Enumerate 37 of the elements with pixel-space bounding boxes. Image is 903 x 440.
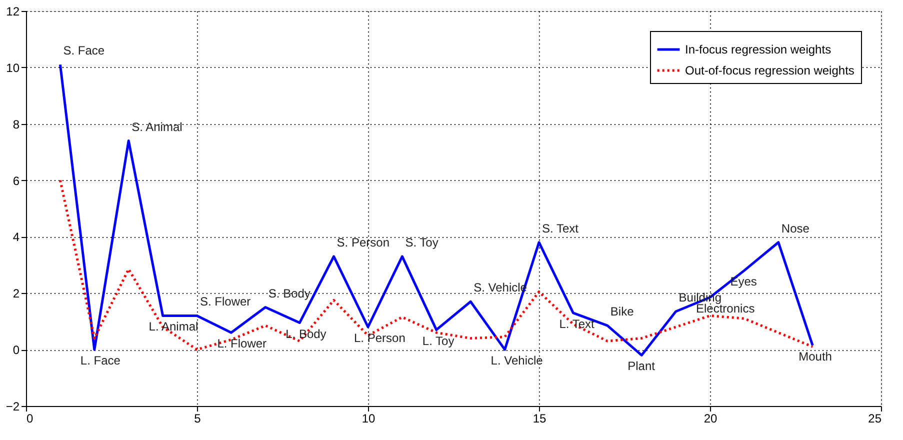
y-tick-label: 12 — [6, 4, 20, 18]
annotation: S. Flower — [200, 294, 251, 309]
x-tick-label: 20 — [704, 412, 718, 426]
annotation: L. Person — [354, 331, 406, 345]
annotation: S. Animal — [132, 120, 182, 134]
annotation: Mouth — [798, 349, 832, 364]
annotation: L. Flower — [217, 336, 267, 351]
y-tick-label: 8 — [12, 117, 20, 132]
annotation: L. Text — [559, 316, 595, 331]
y-tick-label: 0 — [12, 343, 20, 358]
annotation: L. Body — [286, 326, 326, 341]
x-tick-label: 25 — [868, 412, 882, 426]
y-tick-label: −2 — [6, 400, 20, 414]
x-tick-label: 0 — [26, 412, 34, 426]
annotation: L. Toy — [422, 334, 454, 348]
annotation: Nose — [781, 221, 810, 236]
legend-label: In-focus regression weights — [685, 42, 832, 56]
annotation: Eyes — [730, 274, 757, 289]
annotation: S. Face — [63, 44, 105, 58]
annotation: L. Face — [80, 354, 121, 368]
annotation: S. Person — [336, 235, 390, 250]
annotation: S. Toy — [405, 235, 438, 250]
x-tick-label: 10 — [362, 412, 376, 426]
annotation: Bike — [610, 304, 634, 319]
x-tick-label: 15 — [532, 412, 546, 426]
legend-label: Out-of-focus regression weights — [685, 64, 854, 78]
annotation: L. Animal — [148, 320, 198, 334]
y-tick-label: 10 — [6, 60, 20, 75]
annotation: L. Vehicle — [490, 354, 544, 368]
annotation: Plant — [628, 359, 656, 374]
annotation: S. Text — [542, 221, 580, 236]
x-tick-label: 5 — [194, 412, 202, 426]
line-series — [58, 179, 814, 351]
annotation: S. Body — [268, 286, 310, 300]
y-tick-label: 2 — [12, 286, 20, 301]
y-tick-label: 6 — [12, 174, 20, 188]
y-tick-label: 4 — [12, 230, 20, 244]
